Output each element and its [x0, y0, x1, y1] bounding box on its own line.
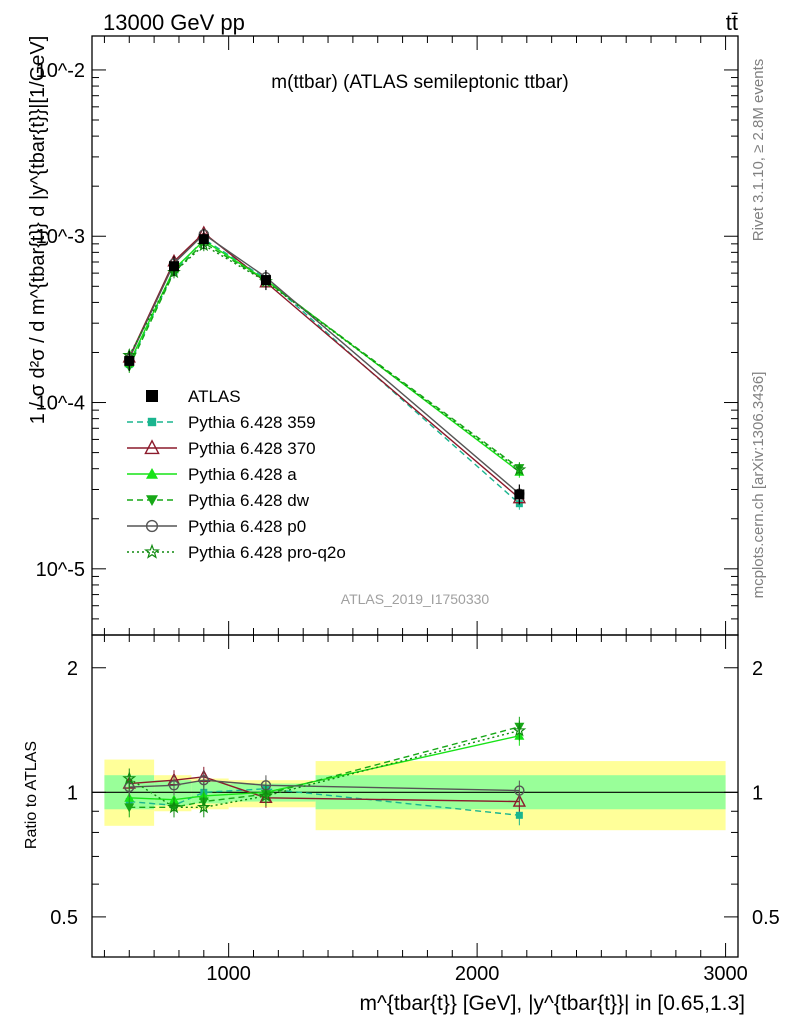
- legend-label: Pythia 6.428 dw: [188, 491, 310, 510]
- main-series-line: [128, 239, 520, 473]
- ratio-point: [512, 723, 527, 737]
- analysis-watermark: ATLAS_2019_I1750330: [341, 591, 490, 607]
- header-energy-label: 13000 GeV pp: [103, 10, 245, 35]
- main-series-line: [128, 232, 520, 499]
- ratio-point: [198, 774, 210, 786]
- legend-marker: [145, 519, 159, 533]
- ratio-y-tick-label-right: 0.5: [752, 907, 780, 929]
- legend-label: Pythia 6.428 359: [188, 413, 316, 432]
- atlas-point: [260, 275, 271, 286]
- main-series-atlas: [124, 229, 525, 505]
- legend-item-5: Pythia 6.428 pro-q2o: [127, 543, 346, 562]
- legend-marker: [146, 495, 158, 506]
- ratio-point: [124, 792, 135, 802]
- ratio-y-tick-label-right: 2: [752, 658, 763, 680]
- main-y-tick-label: 10^-3: [36, 226, 85, 248]
- legend-marker: [146, 390, 158, 402]
- x-tick-label: 2000: [455, 963, 500, 985]
- ratio-series-line: [128, 729, 520, 809]
- ratio-point: [122, 771, 137, 785]
- ratio-point: [168, 780, 180, 791]
- main-series-5: [122, 237, 527, 476]
- legend-item-0: Pythia 6.428 359: [127, 413, 316, 432]
- main-series-0: [125, 233, 523, 510]
- main-series-group: [122, 225, 527, 510]
- main-y-tick-label: 10^-2: [36, 60, 85, 82]
- legend-item-atlas: ATLAS: [146, 387, 241, 406]
- main-series-line: [128, 244, 520, 471]
- ratio-point: [512, 794, 527, 807]
- main-series-2: [124, 234, 525, 478]
- legend-label: ATLAS: [188, 387, 241, 406]
- legend-label: Pythia 6.428 p0: [188, 517, 306, 536]
- ratio-point: [196, 799, 211, 814]
- ratio-series-5: [122, 720, 527, 818]
- atlas-point: [514, 489, 525, 500]
- atlas-point: [168, 261, 179, 272]
- main-y-tick-label: 10^-4: [36, 393, 85, 415]
- ratio-y-tick-label: 0.5: [50, 907, 78, 929]
- ratio-series-line: [129, 788, 520, 817]
- ratio-axis-ticks: 0.5 0.5 1 1 2 2 1000 2000 3000: [50, 635, 780, 985]
- atlas-point: [124, 355, 135, 366]
- ratio-series-group: [122, 716, 527, 826]
- main-y-tick-label: 10^-5: [36, 559, 85, 581]
- legend-marker: [146, 468, 158, 479]
- atlas-point: [198, 234, 209, 245]
- legend-label: Pythia 6.428 a: [188, 465, 297, 484]
- ratio-point: [514, 785, 525, 796]
- legend: ATLAS Pythia 6.428 359 Pythia 6.428 370 Pyt…: [127, 387, 346, 562]
- ratio-point: [259, 788, 273, 802]
- plot-title: m(ttbar) (ATLAS semileptonic ttbar): [271, 72, 568, 93]
- legend-item-3: Pythia 6.428 dw: [127, 491, 310, 510]
- mcplots-label: mcplots.cern.ch [arXiv:1306.3436]: [750, 372, 767, 599]
- main-series-line: [128, 242, 520, 469]
- main-series-4: [124, 228, 525, 500]
- x-tick-label: 1000: [206, 963, 251, 985]
- main-point: [512, 462, 527, 476]
- legend-label: Pythia 6.428 370: [188, 439, 316, 458]
- legend-label: Pythia 6.428 pro-q2o: [188, 543, 346, 562]
- ratio-point: [167, 799, 181, 814]
- ratio-point: [515, 811, 523, 819]
- ratio-y-axis-label: Ratio to ATLAS: [23, 741, 40, 849]
- x-axis-label: m^{tbar{t}} [GeV], |y^{tbar{t}}| in [0.6…: [359, 992, 745, 1015]
- main-y-axis-label: 1 / σ d²σ / d m^{tbar{t}} d |y^{tbar{t}}…: [27, 36, 49, 425]
- legend-marker: [144, 439, 160, 455]
- main-series-3: [124, 236, 525, 475]
- legend-marker: [144, 543, 160, 559]
- ratio-y-tick-label: 1: [67, 782, 78, 804]
- main-series-1: [122, 225, 527, 505]
- ratio-uncertainty-bands: [92, 759, 738, 831]
- ratio-panel-frame: [91, 634, 739, 958]
- ratio-y-tick-label-right: 1: [752, 782, 763, 804]
- legend-item-1: Pythia 6.428 370: [127, 439, 316, 458]
- main-axis-ticks: 10^-5 10^-4 10^-3 10^-2: [36, 36, 738, 636]
- rivet-version-label: Rivet 3.1.10, ≥ 2.8M events: [750, 59, 767, 242]
- legend-item-2: Pythia 6.428 a: [127, 465, 297, 484]
- x-tick-label: 3000: [703, 963, 748, 985]
- header-process-label: tt̄: [726, 10, 738, 35]
- ratio-y-tick-label: 2: [67, 658, 78, 680]
- ratio-point: [124, 803, 135, 813]
- legend-marker: [147, 417, 157, 427]
- legend-item-4: Pythia 6.428 p0: [127, 517, 306, 536]
